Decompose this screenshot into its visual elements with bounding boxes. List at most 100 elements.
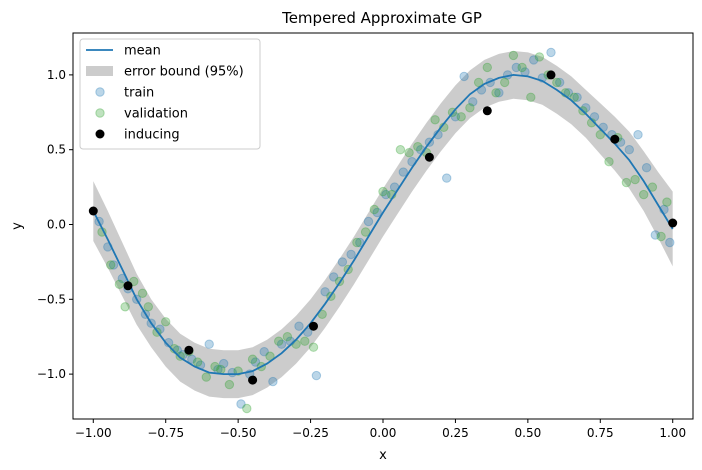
inducing-point bbox=[184, 345, 194, 355]
train-point bbox=[346, 249, 356, 260]
legend-swatch-inducing bbox=[95, 129, 105, 139]
train-point bbox=[650, 230, 660, 240]
mean-line-layer bbox=[92, 73, 674, 376]
legend-label-band: error bound (95%) bbox=[124, 65, 244, 80]
inducing-point bbox=[123, 281, 133, 291]
y-tick-label: −1.0 bbox=[37, 367, 66, 381]
validation-point bbox=[456, 112, 466, 122]
legend-label-train: train bbox=[124, 86, 154, 101]
inducing-point bbox=[546, 70, 556, 80]
train-point bbox=[329, 272, 339, 282]
validation-point bbox=[265, 351, 275, 361]
y-tick-label: 0.0 bbox=[47, 218, 66, 232]
legend-label-mean: mean bbox=[124, 44, 161, 59]
train-point bbox=[572, 92, 582, 103]
validation-point bbox=[413, 142, 423, 152]
x-tick-label: 1.00 bbox=[659, 426, 686, 440]
x-tick-label: 0.00 bbox=[370, 426, 397, 440]
train-point bbox=[250, 357, 261, 367]
train-point bbox=[442, 173, 452, 183]
validation-point bbox=[473, 77, 484, 88]
validation-point bbox=[106, 260, 116, 270]
validation-point bbox=[161, 317, 171, 327]
legend-box bbox=[79, 38, 261, 150]
train-point bbox=[294, 321, 304, 331]
validation-point bbox=[274, 336, 284, 346]
validation-point bbox=[242, 403, 252, 414]
validation-point bbox=[395, 145, 406, 155]
y-tick-label: −0.5 bbox=[37, 292, 66, 306]
inducing-points-layer bbox=[88, 70, 678, 385]
train-point bbox=[511, 62, 521, 73]
validation-point bbox=[300, 336, 310, 346]
validation-point bbox=[517, 62, 527, 73]
train-point bbox=[665, 237, 675, 248]
validation-point bbox=[282, 332, 293, 342]
train-point bbox=[108, 260, 119, 270]
inducing-point bbox=[309, 321, 318, 331]
validation-point bbox=[143, 302, 154, 312]
validation-point bbox=[621, 177, 632, 188]
x-tick-label: 0.50 bbox=[515, 426, 542, 440]
y-tick-label: 0.5 bbox=[47, 143, 66, 157]
x-tick-label: 0.75 bbox=[587, 426, 614, 440]
legend-swatch-band bbox=[86, 66, 113, 76]
validation-point bbox=[604, 157, 614, 167]
validation-point bbox=[491, 88, 501, 98]
train-point bbox=[259, 347, 269, 357]
validation-point bbox=[482, 62, 492, 73]
train-point bbox=[219, 358, 229, 369]
validation-point bbox=[378, 186, 388, 197]
validation-point bbox=[526, 92, 536, 103]
train-point bbox=[494, 88, 504, 98]
train-point bbox=[276, 339, 287, 349]
validation-point bbox=[569, 92, 579, 103]
validation-point bbox=[534, 52, 545, 62]
legend-swatch-validation bbox=[95, 108, 105, 118]
inducing-point bbox=[424, 152, 434, 162]
inducing-point bbox=[248, 375, 258, 385]
legend-label-inducing: inducing bbox=[124, 128, 180, 143]
validation-point bbox=[201, 372, 212, 382]
validation-point bbox=[552, 77, 562, 88]
validation-point bbox=[508, 50, 519, 61]
train-point bbox=[459, 71, 469, 82]
inducing-point bbox=[88, 206, 98, 216]
inducing-point bbox=[668, 218, 678, 228]
error-band-layer bbox=[93, 51, 673, 399]
train-point bbox=[624, 145, 634, 155]
validation-point bbox=[465, 103, 475, 113]
x-tick-label: −0.75 bbox=[147, 426, 184, 440]
inducing-point bbox=[482, 106, 492, 116]
x-tick-label: −0.50 bbox=[220, 426, 257, 440]
validation-point bbox=[656, 231, 666, 242]
inducing-point bbox=[610, 134, 620, 144]
validation-point bbox=[192, 357, 203, 367]
x-tick-label: −0.25 bbox=[292, 426, 329, 440]
validation-point bbox=[430, 115, 440, 125]
train-point bbox=[187, 354, 197, 364]
validation-point bbox=[224, 379, 235, 390]
validation-point bbox=[120, 302, 130, 312]
validation-point bbox=[595, 130, 605, 140]
train-point bbox=[398, 167, 408, 177]
x-tick-label: −1.00 bbox=[75, 426, 112, 440]
train-point bbox=[641, 163, 652, 173]
validation-point bbox=[369, 204, 379, 215]
validation-point bbox=[210, 361, 220, 372]
validation-point bbox=[662, 197, 672, 207]
train-point bbox=[468, 97, 478, 107]
train-point bbox=[581, 103, 591, 113]
y-tick-label: 1.0 bbox=[47, 68, 66, 82]
validation-point bbox=[114, 279, 125, 289]
train-point bbox=[337, 257, 348, 267]
x-tick-label: 0.25 bbox=[442, 426, 469, 440]
validation-point bbox=[500, 77, 510, 88]
error-bound-band bbox=[93, 51, 673, 399]
validation-point bbox=[137, 288, 148, 298]
train-point bbox=[555, 77, 565, 88]
train-point bbox=[320, 287, 330, 297]
train-point bbox=[236, 399, 246, 409]
validation-point bbox=[404, 148, 414, 158]
